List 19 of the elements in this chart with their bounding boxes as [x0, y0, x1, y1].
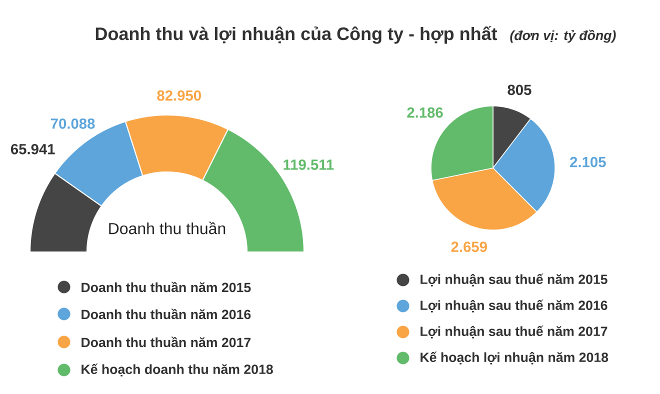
legend-label: Lợi nhuận sau thuế năm 2017 [420, 326, 608, 338]
legend-label: Lợi nhuận sau thuế năm 2015 [420, 274, 608, 286]
data-label: 119.511 [284, 160, 334, 170]
chart-title: Doanh thu và lợi nhuận của Công ty - hợp nhất [96, 26, 498, 44]
legend-label: Doanh thu thuần năm 2016 [82, 308, 251, 320]
chart-subtitle: (đơn vị: tỷ đồng) [510, 30, 616, 43]
data-label: 2.105 [570, 156, 606, 168]
data-label: 70.088 [50, 118, 95, 129]
data-label: 2.659 [451, 242, 487, 252]
legend-label: Doanh thu thuần năm 2017 [82, 336, 251, 348]
legend-label: Kế hoạch lợi nhuận năm 2018 [420, 352, 608, 364]
data-label: 2.186 [407, 107, 443, 118]
data-label: 82.950 [157, 90, 201, 101]
legend-label: Doanh thu thuần năm 2015 [82, 282, 251, 292]
legend-label: Lợi nhuận sau thuế năm 2016 [420, 300, 608, 312]
data-label: 805 [508, 84, 532, 96]
data-label: 65.941 [10, 144, 55, 154]
text: Doanh thu thuần [109, 222, 226, 234]
legend-label: Kế hoạch doanh thu năm 2018 [82, 364, 273, 376]
